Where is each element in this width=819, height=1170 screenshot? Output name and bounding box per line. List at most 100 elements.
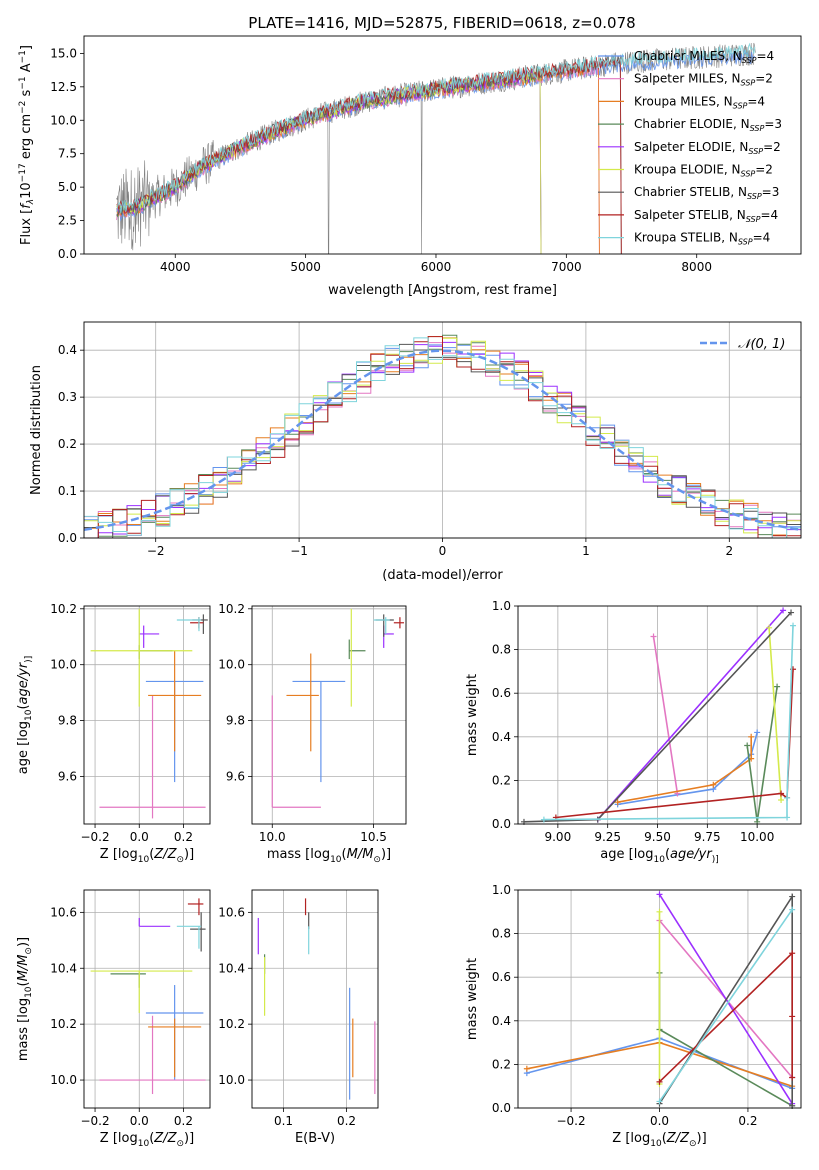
y-tick-label: 10.0 — [50, 1073, 77, 1087]
weight-point-marker — [789, 1074, 796, 1081]
legend-label: Salpeter ELODIE, NSSP=2 — [634, 140, 781, 156]
errorbar-kroupa-stelib — [373, 617, 390, 634]
weight-point-marker — [788, 609, 795, 616]
x-tick-label: 0.2 — [174, 1114, 193, 1128]
y-tick-label: 10.4 — [50, 961, 77, 975]
y-axis-label: mass weight — [465, 958, 480, 1040]
weight-point-marker — [656, 1078, 663, 1085]
legend-label: Salpeter MILES, NSSP=2 — [634, 72, 773, 88]
age-vs-mass-frame — [251, 605, 407, 825]
errorbar-chabrier-miles — [292, 680, 346, 783]
x-tick-label: 0.2 — [337, 1114, 356, 1128]
y-axis-label: mass [log10(M/M⊙)] — [16, 937, 34, 1061]
axes-mass-vs-ebv: 0.1 0.2 10.0 10.2 10.4 10.6 — [218, 890, 378, 1128]
weight-point-marker — [710, 781, 717, 788]
x-axis-label: wavelength [Angstrom, rest frame] — [328, 283, 557, 298]
y-tick-label: 0.0 — [58, 531, 77, 545]
y-axis-label: Flux [fλ10−17 erg cm−2 s−1 A−1] — [18, 45, 36, 245]
weight-point-marker — [784, 794, 791, 801]
errorbar-points — [271, 608, 404, 808]
histogram-salpeter-stelib — [84, 336, 801, 538]
axes-spectrum: 4000 5000 6000 7000 8000 0.0 2.5 5.0 7.5 10.0 12.5… — [50, 46, 712, 274]
weight-line-kroupa-elodie — [768, 627, 782, 801]
weight-point-marker — [754, 729, 761, 736]
x-tick-label: −1 — [290, 544, 308, 558]
weight-point-marker — [790, 622, 797, 629]
y-tick-label: 10.0 — [50, 113, 77, 127]
errorbar-salpeter-stelib — [393, 617, 404, 629]
x-tick-label: 8000 — [681, 260, 712, 274]
y-tick-label: 12.5 — [50, 80, 77, 94]
weight-line-salpeter-stelib — [658, 951, 793, 1083]
y-tick-label: 0.2 — [58, 437, 77, 451]
weight-point-marker — [656, 908, 663, 915]
errorbar-kroupa-miles — [148, 650, 202, 752]
weight-point-marker — [789, 950, 796, 957]
model-spectrum-kroupa-stelib — [116, 42, 756, 214]
errorbar-salpeter-miles — [99, 695, 206, 819]
y-tick-label: 0.2 — [492, 1057, 511, 1071]
errorbar-kroupa-miles — [148, 1018, 202, 1078]
errorbar-kroupa-miles — [286, 653, 319, 752]
x-tick-label: 9.50 — [644, 830, 671, 844]
legend-label: Kroupa ELODIE, NSSP=2 — [634, 163, 773, 179]
x-tick-label: 9.00 — [544, 830, 571, 844]
legend-label: Salpeter STELIB, NSSP=4 — [634, 208, 778, 224]
weight-point-marker — [656, 1098, 663, 1105]
y-tick-label: 0.6 — [492, 970, 511, 984]
weight-series — [523, 891, 796, 1109]
y-tick-label: 10.2 — [218, 602, 245, 616]
weight-point-marker — [789, 893, 796, 900]
x-axis-label: mass [log10(M/M⊙)] — [267, 847, 391, 865]
x-axis-label: (data-model)/error — [382, 568, 503, 583]
legend-label: 𝒩(0, 1) — [738, 337, 785, 352]
x-tick-label: −0.2 — [80, 1114, 109, 1128]
x-axis-label: age [log10(age/yr)] — [600, 847, 718, 865]
y-tick-label: 0.8 — [492, 927, 511, 941]
x-tick-label: 0.2 — [174, 830, 193, 844]
y-tick-label: 15.0 — [50, 46, 77, 60]
errorbar-kroupa-stelib — [176, 925, 202, 949]
weight-point-marker — [784, 814, 791, 821]
weight-point-marker — [766, 624, 773, 631]
y-tick-label: 0.1 — [58, 484, 77, 498]
y-tick-label: 10.6 — [218, 905, 245, 919]
weight-point-marker — [656, 891, 663, 898]
y-axis-label: mass weight — [465, 674, 480, 756]
weight-point-marker — [778, 797, 785, 804]
y-tick-label: 1.0 — [492, 883, 511, 897]
spectrum-legend: Chabrier MILES, NSSP=4 Salpeter MILES, NS… — [598, 49, 782, 247]
y-tick-label: 2.5 — [58, 214, 77, 228]
x-axis-label: E(B-V) — [295, 1131, 335, 1146]
x-tick-label: 0.1 — [274, 1114, 293, 1128]
errorbar-points — [90, 898, 206, 1095]
weight-point-marker — [540, 816, 547, 823]
mass-vs-ebv-frame — [251, 889, 379, 1109]
x-axis-label: Z [log10(Z/Z⊙)] — [612, 1131, 706, 1149]
errorbar-salpeter-miles — [271, 695, 321, 808]
weight-line-kroupa-stelib — [658, 909, 793, 1102]
y-tick-label: 0.0 — [492, 1101, 511, 1115]
errorbar-kroupa-stelib — [176, 617, 202, 632]
x-tick-label: 0 — [439, 544, 447, 558]
y-tick-label: 7.5 — [58, 147, 77, 161]
y-axis-label: Normed distribution — [29, 365, 44, 495]
y-tick-label: 0.4 — [492, 1014, 511, 1028]
age-vs-Z-frame — [83, 605, 211, 825]
weight-line-salpeter-miles — [652, 636, 679, 794]
y-tick-label: 0.3 — [58, 390, 77, 404]
x-tick-label: 0.2 — [738, 1114, 757, 1128]
errorbar-salpeter-stelib — [187, 898, 204, 916]
legend-label: Kroupa MILES, NSSP=4 — [634, 94, 765, 110]
spectrum-lines — [116, 42, 756, 254]
y-axis-label: age [log10(age/yr)] — [16, 656, 34, 774]
x-axis-label: Z [log10(Z/Z⊙)] — [100, 847, 194, 865]
errorbar-kroupa-elodie — [90, 608, 193, 707]
legend-label: Kroupa STELIB, NSSP=4 — [634, 231, 770, 247]
legend-label: Chabrier ELODIE, NSSP=3 — [634, 117, 782, 133]
errorbar-salpeter-elodie — [138, 917, 171, 927]
errorbar-points — [257, 898, 376, 1100]
weight-vs-Z-frame — [517, 889, 802, 1109]
legend-label: Chabrier MILES, NSSP=4 — [634, 49, 774, 65]
